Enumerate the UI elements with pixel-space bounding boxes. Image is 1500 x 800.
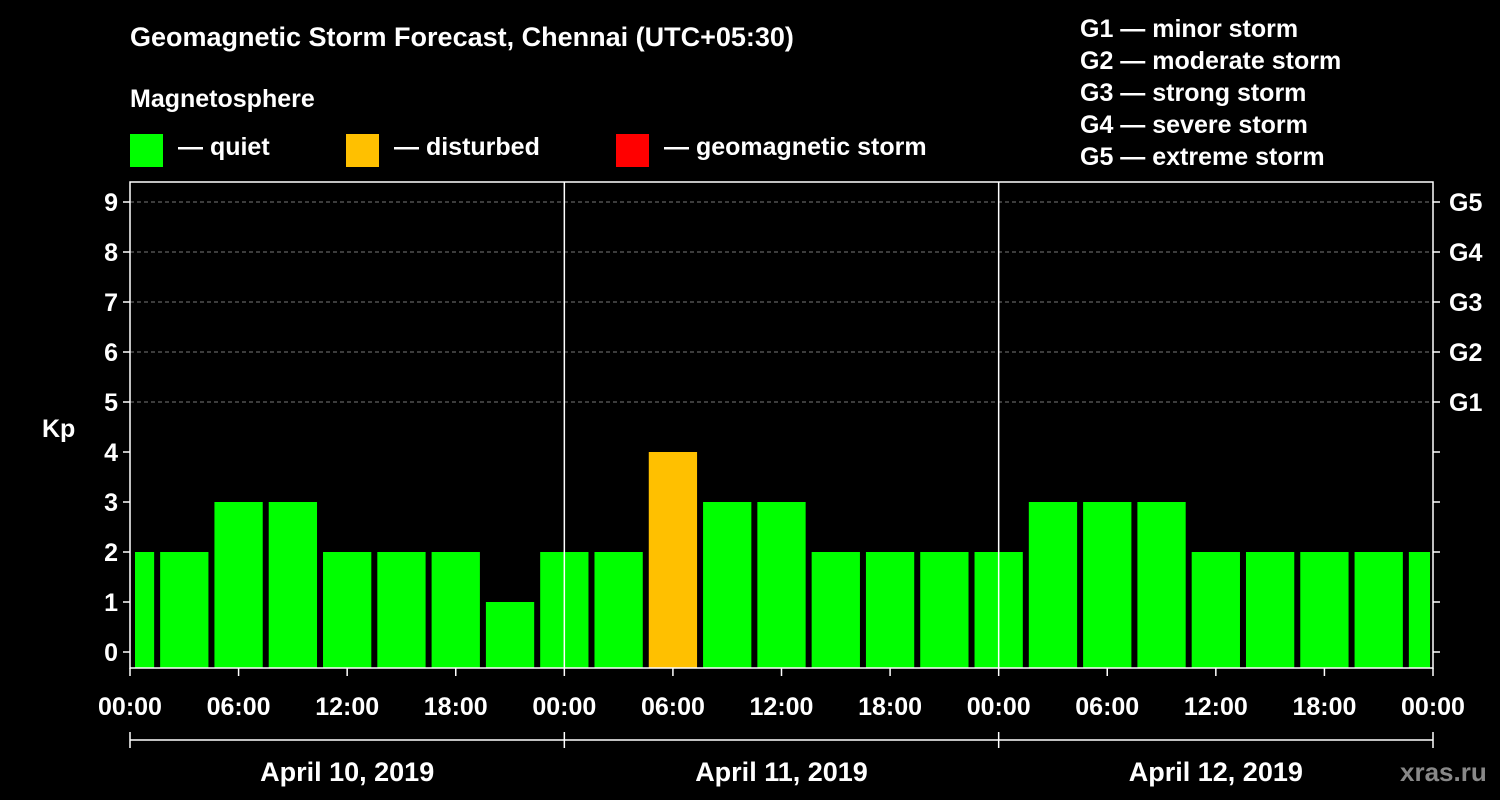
- x-tick-label: 06:00: [641, 693, 705, 721]
- storm-legend-g3: G3 — strong storm: [1080, 79, 1307, 107]
- bar-14: [865, 552, 915, 668]
- bar-0: [135, 552, 155, 668]
- g-axis-label: G5: [1449, 189, 1482, 217]
- bar-21: [1245, 552, 1295, 668]
- x-tick-label: 00:00: [1401, 693, 1465, 721]
- day-label: April 10, 2019: [260, 757, 434, 787]
- legend-swatch-quiet: [130, 134, 163, 167]
- legend-label-storm: — geomagnetic storm: [664, 133, 927, 161]
- bar-2: [214, 502, 263, 668]
- y-tick-label: 4: [104, 439, 118, 467]
- x-tick-label: 12:00: [750, 693, 814, 721]
- bar-19: [1137, 502, 1186, 668]
- y-tick-label: 6: [104, 339, 118, 367]
- bar-1: [160, 552, 209, 668]
- storm-legend-g2: G2 — moderate storm: [1080, 47, 1342, 75]
- bar-12: [757, 502, 806, 668]
- y-tick-label: 2: [104, 539, 118, 567]
- g-axis-label: G4: [1449, 239, 1482, 267]
- legend-label-disturbed: — disturbed: [394, 133, 540, 161]
- y-tick-label: 3: [104, 489, 118, 517]
- bar-9: [594, 552, 643, 668]
- magnetosphere-label: Magnetosphere: [130, 85, 315, 113]
- y-tick-label: 5: [104, 389, 118, 417]
- x-tick-label: 12:00: [315, 693, 379, 721]
- g-axis-label: G1: [1449, 389, 1482, 417]
- watermark: xras.ru: [1400, 757, 1487, 787]
- bar-17: [1028, 502, 1078, 668]
- bar-23: [1354, 552, 1403, 668]
- storm-legend-g1: G1 — minor storm: [1080, 15, 1299, 43]
- bar-4: [323, 552, 372, 668]
- y-tick-label: 9: [104, 189, 118, 217]
- x-tick-label: 06:00: [1075, 693, 1139, 721]
- bar-20: [1191, 552, 1240, 668]
- x-tick-label: 18:00: [424, 693, 488, 721]
- g-axis-label: G2: [1449, 339, 1482, 367]
- x-tick-label: 00:00: [98, 693, 162, 721]
- bar-6: [431, 552, 480, 668]
- bar-11: [703, 502, 752, 668]
- legend-swatch-storm: [616, 134, 649, 167]
- bar-3: [268, 502, 318, 668]
- y-tick-label: 8: [104, 239, 118, 267]
- y-tick-label: 7: [104, 289, 118, 317]
- x-tick-label: 00:00: [532, 693, 596, 721]
- bar-5: [377, 552, 426, 668]
- day-label: April 12, 2019: [1129, 757, 1303, 787]
- bar-18: [1083, 502, 1132, 668]
- bar-13: [811, 552, 860, 668]
- storm-legend-g5: G5 — extreme storm: [1080, 143, 1325, 171]
- bar-7: [485, 602, 535, 668]
- g-axis-label: G3: [1449, 289, 1482, 317]
- y-tick-label: 0: [104, 639, 118, 667]
- chart-title: Geomagnetic Storm Forecast, Chennai (UTC…: [130, 22, 794, 52]
- bar-24: [1408, 552, 1430, 668]
- x-tick-label: 18:00: [858, 693, 922, 721]
- bar-10: [648, 452, 698, 668]
- x-tick-label: 06:00: [207, 693, 271, 721]
- legend-label-quiet: — quiet: [178, 133, 270, 161]
- legend-swatch-disturbed: [346, 134, 379, 167]
- y-tick-label: 1: [104, 589, 118, 617]
- y-axis-label: Kp: [42, 415, 75, 443]
- x-tick-label: 12:00: [1184, 693, 1248, 721]
- storm-legend-g4: G4 — severe storm: [1080, 111, 1308, 139]
- x-tick-label: 18:00: [1292, 693, 1356, 721]
- bar-22: [1300, 552, 1349, 668]
- x-tick-label: 00:00: [967, 693, 1031, 721]
- day-label: April 11, 2019: [695, 757, 868, 787]
- bar-15: [920, 552, 969, 668]
